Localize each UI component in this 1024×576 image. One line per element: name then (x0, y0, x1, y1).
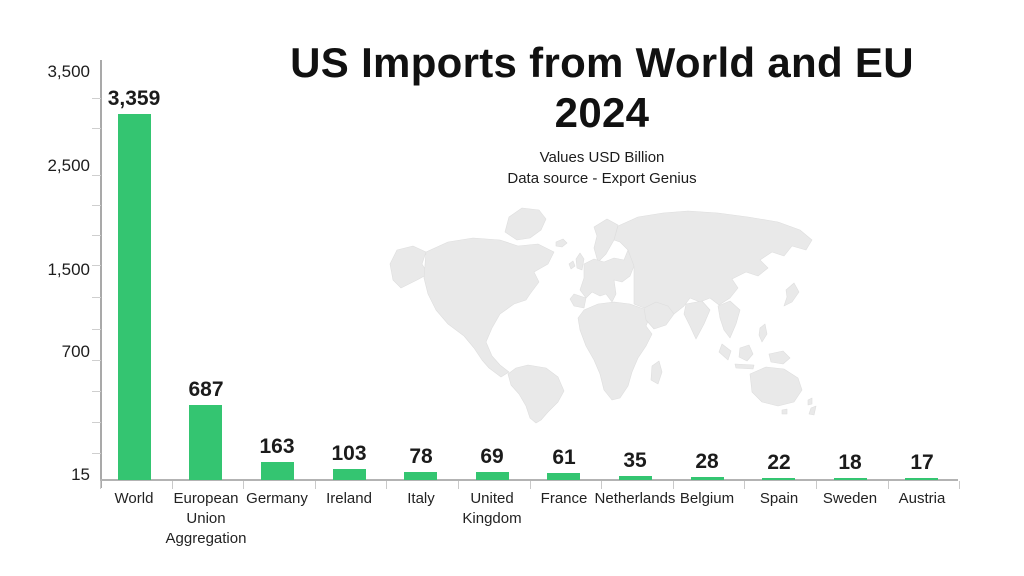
x-axis-tick-mark (530, 481, 531, 489)
y-axis-tick-mark (92, 360, 101, 361)
bar-value-label: 35 (623, 449, 647, 472)
chart-title: US Imports from World and EU 2024 (192, 38, 1012, 138)
bar-value-label: 18 (838, 451, 862, 474)
x-axis-category-label: Germany (246, 490, 308, 507)
y-axis-tick-label: 2,500 (47, 156, 90, 175)
x-axis-tick-mark (744, 481, 745, 489)
bar-belgium (691, 477, 724, 480)
y-axis-tick-mark (92, 453, 101, 454)
bar-value-label: 687 (188, 378, 224, 401)
x-axis-category-label: United Kingdom (462, 490, 522, 527)
x-axis-category-label: Belgium (679, 490, 735, 507)
x-axis-tick-mark (100, 481, 101, 489)
x-axis-category-label: Ireland (326, 490, 372, 507)
chart-subtitle-source: Data source - Export Genius (507, 170, 697, 187)
x-axis-tick-mark (959, 481, 960, 489)
bar-ireland (333, 469, 366, 480)
x-axis-category-label: World (114, 490, 154, 507)
x-axis-category-label: Sweden (822, 490, 878, 507)
chart-title-line1: US Imports from World and EU (290, 39, 914, 86)
chart-title-line2: 2024 (554, 89, 650, 136)
y-axis-tick-mark (92, 235, 101, 236)
bar-france (547, 473, 580, 480)
x-axis-category-label: Austria (898, 490, 946, 507)
y-axis-tick-mark (92, 391, 101, 392)
bar-value-label: 17 (910, 451, 934, 474)
bar-germany (261, 462, 294, 480)
x-axis-tick-mark (888, 481, 889, 489)
y-axis-tick-label: 700 (61, 342, 90, 361)
bar-italy (404, 472, 437, 480)
bar-value-label: 28 (695, 450, 719, 473)
bar-value-label: 3,359 (107, 87, 161, 110)
bar-value-label: 78 (409, 445, 433, 468)
x-axis-category-label: Spain (759, 490, 799, 507)
y-axis-tick-mark (92, 175, 101, 176)
x-axis-category-label: Italy (407, 490, 435, 507)
bar-european-union-aggregation (189, 405, 222, 480)
bar-value-label: 22 (767, 451, 791, 474)
y-axis-tick-mark (92, 422, 101, 423)
x-axis-tick-mark (673, 481, 674, 489)
y-axis-tick-mark (92, 128, 101, 129)
y-axis-line (100, 60, 102, 488)
bar-value-label: 61 (552, 446, 576, 469)
chart-subtitle-units: Values USD Billion (539, 149, 665, 166)
world-map-background (389, 207, 817, 424)
x-axis-category-label: Netherlands (594, 490, 676, 507)
y-axis-tick-mark (92, 265, 101, 266)
x-axis-tick-mark (458, 481, 459, 489)
y-axis-tick-mark (92, 329, 101, 330)
x-axis-category-label: European Union Aggregation (165, 490, 247, 547)
bar-sweden (834, 478, 867, 480)
bar-netherlands (619, 476, 652, 480)
bar-united-kingdom (476, 472, 509, 480)
x-axis-line (100, 479, 958, 481)
x-axis-tick-mark (243, 481, 244, 489)
bar-spain (762, 478, 795, 480)
x-axis-tick-mark (172, 481, 173, 489)
y-axis-tick-mark (92, 297, 101, 298)
bar-austria (905, 478, 938, 480)
y-axis-tick-mark (92, 98, 101, 99)
y-axis-tick-label: 1,500 (47, 260, 90, 279)
bar-value-label: 103 (331, 442, 367, 465)
bar-value-label: 163 (259, 435, 295, 458)
y-axis-tick-label: 15 (71, 465, 90, 484)
x-axis-tick-mark (386, 481, 387, 489)
x-axis-tick-mark (601, 481, 602, 489)
bar-value-label: 69 (480, 445, 504, 468)
x-axis-category-label: France (540, 490, 588, 507)
y-axis-tick-label: 3,500 (47, 62, 90, 81)
bar-world (118, 114, 151, 480)
chart-subtitle: Values USD Billion Data source - Export … (292, 147, 912, 189)
x-axis-tick-mark (816, 481, 817, 489)
y-axis-tick-mark (92, 205, 101, 206)
x-axis-tick-mark (315, 481, 316, 489)
